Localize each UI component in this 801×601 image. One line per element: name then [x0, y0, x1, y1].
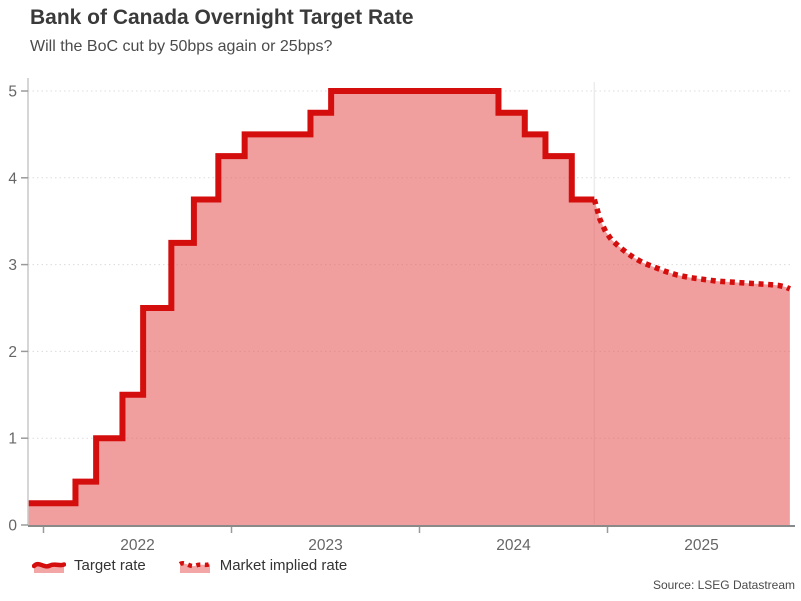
target-rate-line	[28, 88, 595, 507]
legend-item-market-implied-rate: Market implied rate	[178, 557, 348, 574]
chart-title: Bank of Canada Overnight Target Rate	[30, 6, 414, 29]
y-tick-label: 1	[8, 431, 17, 448]
legend: Target rate Market implied rate	[32, 557, 347, 574]
source-credit: Source: LSEG Datastream	[652, 578, 795, 592]
chart-subtitle: Will the BoC cut by 50bps again or 25bps…	[30, 38, 333, 55]
market-implied-line	[591, 198, 792, 292]
y-tick-label: 0	[8, 518, 17, 535]
y-tick-label: 5	[8, 84, 17, 101]
y-tick-label: 3	[8, 257, 17, 274]
x-tick-label: 2025	[684, 537, 718, 554]
y-tick-label: 2	[8, 344, 17, 361]
solid-line-icon	[32, 561, 66, 573]
legend-label-market-implied-rate: Market implied rate	[219, 557, 348, 574]
y-tick-label: 4	[8, 170, 17, 187]
x-tick-label: 2023	[308, 537, 342, 554]
x-tick-label: 2022	[120, 537, 154, 554]
x-tick-label: 2024	[496, 537, 531, 554]
dotted-line-icon	[178, 561, 211, 573]
legend-item-target-rate: Target rate	[32, 557, 146, 574]
legend-label-target-rate: Target rate	[74, 557, 146, 574]
